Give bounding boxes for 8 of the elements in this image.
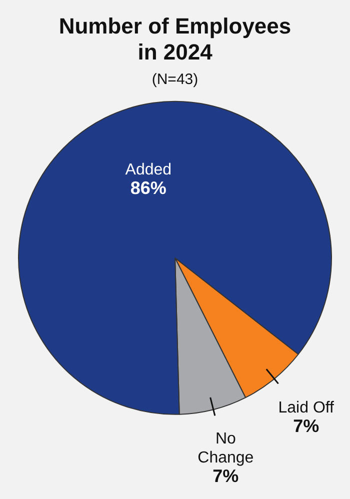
slice-label: Added (125, 162, 172, 179)
chart-title: Number of Employees in 2024 (58, 13, 292, 65)
slice-label: Laid Off (278, 399, 335, 416)
chart-subtitle: (N=43) (152, 70, 198, 88)
data-label: 7% (212, 466, 239, 486)
data-label: 86% (130, 178, 166, 198)
slice-label: No Change (198, 430, 254, 467)
data-label: 7% (293, 416, 320, 436)
